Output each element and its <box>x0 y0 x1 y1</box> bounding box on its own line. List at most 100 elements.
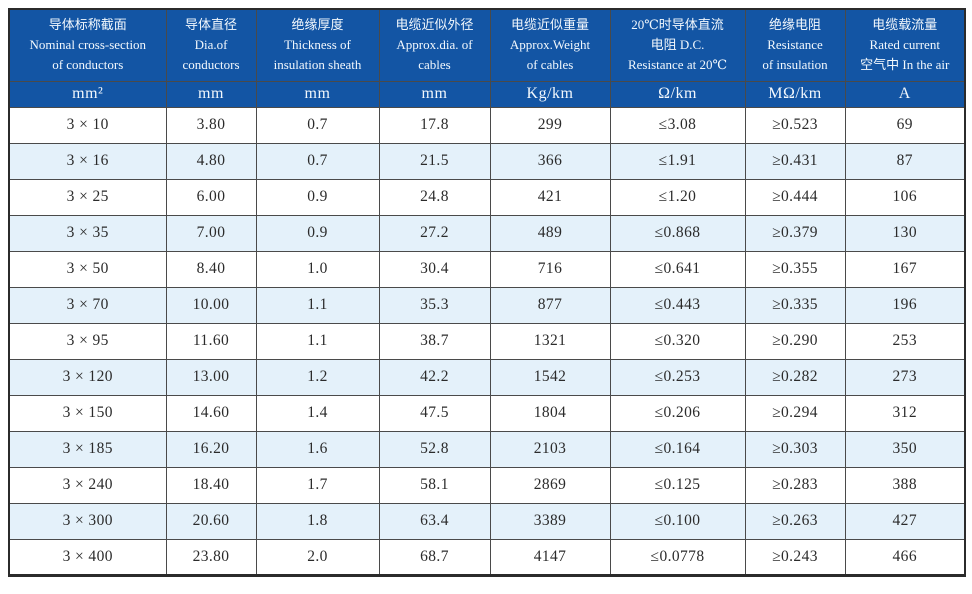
table-cell: ≥0.523 <box>744 106 846 144</box>
table-cell: 1.4 <box>255 394 380 432</box>
column-header-line: of cables <box>526 57 574 73</box>
column-header-6: 20℃时导体直流 电阻 D.C. Resistance at 20℃ <box>609 8 746 82</box>
column-header-4: 电缆近似外径 Approx.dia. of cables <box>378 8 491 82</box>
unit-cell-1: mm² <box>8 80 167 108</box>
unit-cell-5: Kg/km <box>489 80 611 108</box>
table-cell: 2869 <box>489 466 611 504</box>
table-cell: 16.20 <box>165 430 257 468</box>
column-header-line: of insulation <box>762 57 828 73</box>
table-cell: 58.1 <box>378 466 491 504</box>
table-cell: ≤0.100 <box>609 502 746 540</box>
table-cell: ≥0.303 <box>744 430 846 468</box>
column-header-line: Approx.Weight <box>509 37 591 53</box>
unit-cell-8: A <box>844 80 966 108</box>
table-cell: 1.2 <box>255 358 380 396</box>
table-cell: 1.8 <box>255 502 380 540</box>
column-header-line: Resistance <box>767 37 823 53</box>
column-header-line: Dia.of <box>194 37 228 53</box>
table-cell: 3 × 70 <box>8 286 167 324</box>
table-cell: 4147 <box>489 538 611 576</box>
table-cell: 427 <box>844 502 966 540</box>
table-cell: 30.4 <box>378 250 491 288</box>
table-cell: 877 <box>489 286 611 324</box>
table-cell: 21.5 <box>378 142 491 180</box>
table-cell: ≥0.335 <box>744 286 846 324</box>
column-header-line: cables <box>418 57 451 73</box>
table-cell: 3 × 300 <box>8 502 167 540</box>
table-cell: 421 <box>489 178 611 216</box>
table-cell: 47.5 <box>378 394 491 432</box>
column-header-line: 20℃时导体直流 <box>631 17 724 33</box>
table-row: 3 × 120 13.00 1.2 42.2 1542 ≤0.253 ≥0.282 273 <box>8 358 966 396</box>
table-cell: 299 <box>489 106 611 144</box>
column-header-line: insulation sheath <box>273 57 362 73</box>
table-cell: 68.7 <box>378 538 491 576</box>
column-header-line: 导体标称截面 <box>48 17 127 33</box>
table-row: 3 × 95 11.60 1.1 38.7 1321 ≤0.320 ≥0.290 253 <box>8 322 966 360</box>
table-cell: 3389 <box>489 502 611 540</box>
table-row: 3 × 150 14.60 1.4 47.5 1804 ≤0.206 ≥0.294 312 <box>8 394 966 432</box>
table-cell: ≤0.125 <box>609 466 746 504</box>
table-cell: 8.40 <box>165 250 257 288</box>
table-cell: 42.2 <box>378 358 491 396</box>
column-header-line: Rated current <box>869 37 940 53</box>
table-cell: 3 × 50 <box>8 250 167 288</box>
table-cell: 69 <box>844 106 966 144</box>
table-cell: 0.7 <box>255 142 380 180</box>
table-cell: 196 <box>844 286 966 324</box>
table-cell: 366 <box>489 142 611 180</box>
table-cell: 3.80 <box>165 106 257 144</box>
unit-cell-7: MΩ/km <box>744 80 846 108</box>
table-cell: ≤0.164 <box>609 430 746 468</box>
table-cell: ≥0.355 <box>744 250 846 288</box>
table-cell: 350 <box>844 430 966 468</box>
table-row: 3 × 70 10.00 1.1 35.3 877 ≤0.443 ≥0.335 196 <box>8 286 966 324</box>
column-header-7: 绝缘电阻 Resistance of insulation <box>744 8 846 82</box>
table-cell: 130 <box>844 214 966 252</box>
table-cell: 52.8 <box>378 430 491 468</box>
unit-cell-6: Ω/km <box>609 80 746 108</box>
table-cell: 10.00 <box>165 286 257 324</box>
table-cell: 4.80 <box>165 142 257 180</box>
table-body: 3 × 10 3.80 0.7 17.8 299 ≤3.08 ≥0.523 69 3 × 16 4… <box>8 106 966 576</box>
column-header-line: 空气中 In the air <box>860 57 950 73</box>
table-cell: 7.00 <box>165 214 257 252</box>
table-cell: ≤0.253 <box>609 358 746 396</box>
table-cell: ≥0.294 <box>744 394 846 432</box>
table-cell: 38.7 <box>378 322 491 360</box>
column-header-line: 导体直径 <box>184 17 237 33</box>
table-cell: 716 <box>489 250 611 288</box>
column-header-line: 绝缘电阻 <box>768 17 821 33</box>
table-cell: 273 <box>844 358 966 396</box>
unit-cell-2: mm <box>165 80 257 108</box>
column-header-line: Nominal cross-section <box>29 37 147 53</box>
column-header-line: 绝缘厚度 <box>291 17 344 33</box>
table-cell: 1542 <box>489 358 611 396</box>
table-cell: ≥0.283 <box>744 466 846 504</box>
cable-spec-table: 导体标称截面 Nominal cross-section of conductors… <box>8 8 966 577</box>
table-cell: ≤1.91 <box>609 142 746 180</box>
unit-cell-3: mm <box>255 80 380 108</box>
table-cell: 388 <box>844 466 966 504</box>
table-cell: 3 × 185 <box>8 430 167 468</box>
table-cell: 87 <box>844 142 966 180</box>
column-header-line: 电缆近似外径 <box>395 17 474 33</box>
table-cell: 1.1 <box>255 322 380 360</box>
column-header-1: 导体标称截面 Nominal cross-section of conductors <box>8 8 167 82</box>
table-row: 3 × 400 23.80 2.0 68.7 4147 ≤0.0778 ≥0.243 466 <box>8 538 966 576</box>
units-row: mm² mm mm mm Kg/km Ω/km MΩ/km A <box>8 80 966 108</box>
column-header-line: of conductors <box>52 57 124 73</box>
table-cell: ≤1.20 <box>609 178 746 216</box>
table-cell: ≤0.641 <box>609 250 746 288</box>
table-row: 3 × 50 8.40 1.0 30.4 716 ≤0.641 ≥0.355 167 <box>8 250 966 288</box>
table-cell: 1.1 <box>255 286 380 324</box>
column-header-line: Thickness of <box>284 37 351 53</box>
table-cell: 24.8 <box>378 178 491 216</box>
table-cell: ≤0.0778 <box>609 538 746 576</box>
table-cell: 167 <box>844 250 966 288</box>
table-header: 导体标称截面 Nominal cross-section of conductors… <box>8 8 966 108</box>
table-row: 3 × 300 20.60 1.8 63.4 3389 ≤0.100 ≥0.263 427 <box>8 502 966 540</box>
table-cell: 35.3 <box>378 286 491 324</box>
table-cell: 466 <box>844 538 966 576</box>
